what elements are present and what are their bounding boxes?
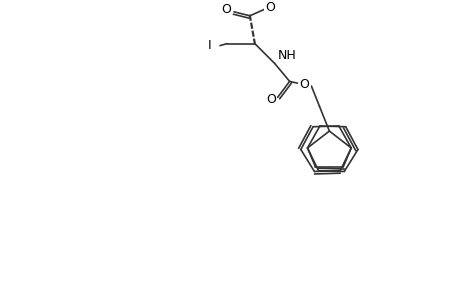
Text: O: O xyxy=(299,78,309,91)
Text: O: O xyxy=(264,1,274,14)
Text: NH: NH xyxy=(277,49,296,62)
Text: O: O xyxy=(265,93,275,106)
Text: I: I xyxy=(207,39,211,52)
Text: O: O xyxy=(221,3,230,16)
